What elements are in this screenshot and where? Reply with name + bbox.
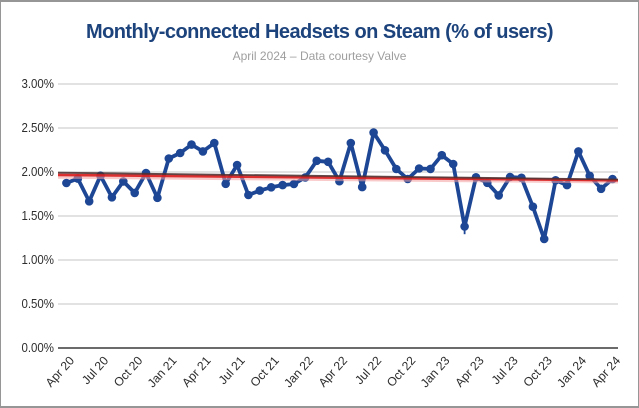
svg-text:3.00%: 3.00% <box>22 76 55 91</box>
svg-text:Jul 20: Jul 20 <box>79 353 111 387</box>
svg-text:Apr 24: Apr 24 <box>589 353 624 389</box>
svg-text:0.50%: 0.50% <box>22 296 55 311</box>
svg-text:Apr 20: Apr 20 <box>43 353 78 389</box>
svg-text:Jan 22: Jan 22 <box>281 353 316 390</box>
svg-text:Apr 22: Apr 22 <box>316 353 351 389</box>
svg-text:1.00%: 1.00% <box>22 252 55 267</box>
svg-text:Jul 22: Jul 22 <box>352 353 384 387</box>
svg-text:Jan 23: Jan 23 <box>418 353 453 390</box>
svg-text:Oct 23: Oct 23 <box>520 353 555 389</box>
svg-text:Oct 22: Oct 22 <box>384 353 419 389</box>
svg-text:Jan 24: Jan 24 <box>554 353 589 390</box>
svg-text:Apr 23: Apr 23 <box>452 353 487 389</box>
svg-text:Jan 21: Jan 21 <box>145 353 180 390</box>
svg-text:Apr 21: Apr 21 <box>179 353 214 389</box>
svg-text:Oct 20: Oct 20 <box>111 353 146 389</box>
svg-text:2.50%: 2.50% <box>22 120 55 135</box>
svg-text:Jul 21: Jul 21 <box>216 353 248 387</box>
svg-text:Oct 21: Oct 21 <box>247 353 282 389</box>
svg-text:1.50%: 1.50% <box>22 208 55 223</box>
svg-text:2.00%: 2.00% <box>22 164 55 179</box>
svg-text:0.00%: 0.00% <box>22 340 55 355</box>
svg-text:Jul 23: Jul 23 <box>489 353 521 387</box>
